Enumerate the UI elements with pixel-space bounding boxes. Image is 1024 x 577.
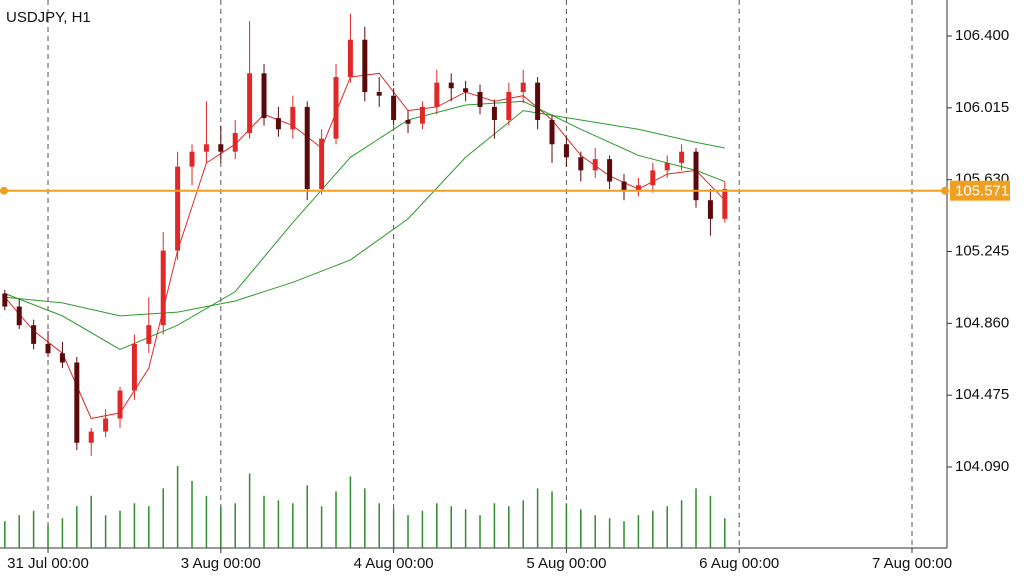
candle-body — [117, 390, 123, 419]
candle-body — [189, 151, 195, 167]
y-tick-label: 104.475 — [955, 386, 1009, 403]
x-tick-label: 5 Aug 00:00 — [526, 555, 606, 572]
candle-body — [520, 82, 526, 92]
candle-body — [232, 133, 238, 152]
price-label: 105.571 — [955, 183, 1009, 200]
candle-body — [535, 82, 541, 120]
candle-body — [261, 73, 267, 119]
price-marker — [0, 186, 8, 195]
candle-body — [304, 106, 310, 190]
x-tick-label: 6 Aug 00:00 — [699, 555, 779, 572]
candle-body — [448, 82, 454, 89]
candle-body — [103, 418, 109, 432]
candle-body — [491, 106, 497, 120]
candle-body — [319, 138, 325, 190]
y-tick-label: 104.090 — [955, 458, 1009, 475]
candle-body — [88, 431, 94, 443]
x-tick-label: 7 Aug 00:00 — [872, 555, 952, 572]
candle-body — [376, 91, 382, 96]
y-tick-label: 106.015 — [955, 99, 1009, 116]
x-tick-label: 31 Jul 00:00 — [7, 555, 89, 572]
candle-body — [146, 325, 152, 344]
candle-body — [592, 159, 598, 171]
candle-body — [578, 157, 584, 171]
candle-body — [506, 91, 512, 120]
moving-average — [4, 100, 725, 351]
candle-body — [693, 151, 699, 201]
candle-body — [16, 306, 22, 326]
x-tick-label: 4 Aug 00:00 — [354, 555, 434, 572]
price-marker — [941, 186, 949, 195]
y-tick-label: 105.245 — [955, 242, 1009, 259]
candle-body — [347, 39, 353, 78]
candle-body — [131, 343, 137, 391]
y-tick-label: 104.860 — [955, 314, 1009, 331]
candle-body — [549, 119, 555, 145]
candle-body — [707, 200, 713, 219]
candle-body — [160, 250, 166, 326]
candle-body — [621, 181, 627, 191]
candle-body — [563, 144, 569, 158]
y-tick-label: 106.400 — [955, 27, 1009, 44]
candle-body — [333, 77, 339, 139]
candle-body — [419, 106, 425, 124]
candle-body — [203, 144, 209, 152]
candle-body — [45, 343, 51, 354]
candle-body — [434, 82, 440, 107]
candle-body — [2, 293, 8, 307]
candle-body — [175, 166, 181, 251]
moving-average — [4, 110, 725, 317]
candle-body — [59, 353, 65, 363]
candle-body — [362, 39, 368, 92]
candle-body — [463, 88, 469, 92]
candle-body — [275, 118, 281, 130]
candle-body — [664, 162, 670, 171]
price-label-box — [950, 180, 1010, 201]
candle-body — [31, 325, 37, 344]
candle-body — [635, 185, 641, 191]
candle-body — [607, 159, 613, 182]
candle-body — [74, 362, 80, 443]
candle-body — [405, 119, 411, 124]
candle-body — [218, 144, 224, 152]
x-tick-label: 3 Aug 00:00 — [181, 555, 261, 572]
candle-body — [650, 170, 656, 186]
candle-body — [477, 91, 483, 107]
candle-body — [722, 189, 728, 219]
chart-title: USDJPY, H1 — [6, 9, 91, 26]
candle-body — [391, 95, 397, 120]
candle-body — [247, 73, 253, 134]
candle-body — [679, 151, 685, 163]
candle-body — [290, 106, 296, 130]
